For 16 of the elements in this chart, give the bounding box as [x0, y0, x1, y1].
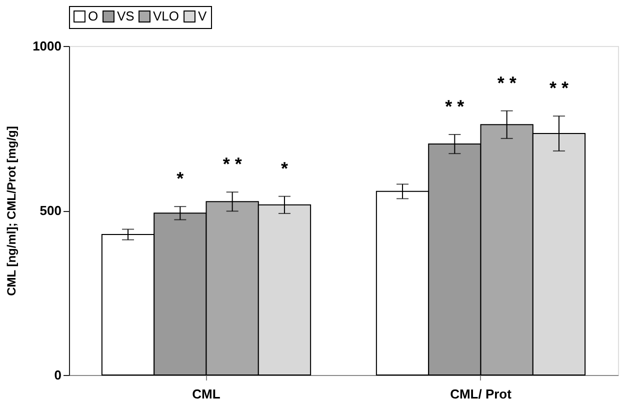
y-tick-label: 0 [54, 368, 62, 382]
x-tick-label: CML/ Prot [450, 386, 512, 402]
data-label: * [176, 168, 184, 189]
y-axis-title: CML [ng/ml]; CML/Prot [mg/g] [4, 126, 19, 296]
legend-label: O [88, 8, 98, 24]
legend-label: V [198, 8, 207, 24]
legend-label: VS [117, 8, 135, 24]
data-label: * * [222, 154, 242, 174]
y-tick-label: 1000 [32, 38, 62, 54]
data-label: * * [549, 78, 568, 98]
legend-label: VLO [153, 8, 180, 24]
y-tick-label: 500 [40, 203, 62, 218]
data-label: * [280, 158, 288, 178]
data-label: * * [445, 96, 464, 116]
x-tick-label: CML [192, 386, 220, 402]
data-label: * * [497, 72, 516, 93]
